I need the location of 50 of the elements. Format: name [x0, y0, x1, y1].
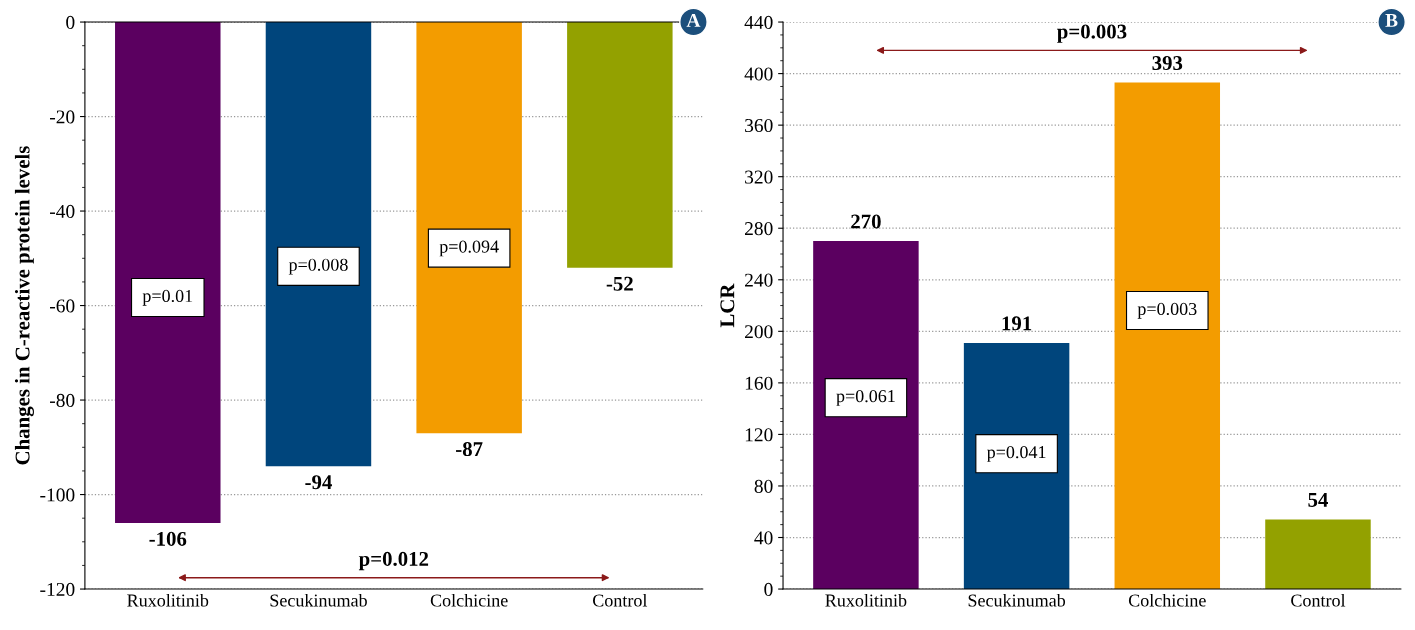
- x-tick-label: Control: [1291, 593, 1346, 607]
- y-tick-label: -20: [49, 110, 75, 124]
- annotation: p=0.01: [142, 289, 193, 306]
- x-tick-label: Colchicine: [1128, 593, 1206, 607]
- y-tick-label: 400: [744, 67, 773, 81]
- y-tick-label: 0: [764, 582, 773, 596]
- y-tick-label: -80: [49, 393, 75, 407]
- data-label: -52: [606, 276, 633, 291]
- annotation: p=0.003: [1057, 24, 1127, 43]
- x-tick-label: Secukinumab: [270, 593, 367, 607]
- annotation: B: [1385, 13, 1398, 27]
- y-tick-label: 0: [66, 15, 75, 29]
- annotation: p=0.008: [288, 258, 348, 275]
- data-label: 191: [1002, 316, 1032, 331]
- y-tick-label: 80: [754, 479, 773, 493]
- data-label: 54: [1308, 492, 1328, 507]
- annotation: p=0.061: [836, 390, 895, 406]
- y-tick-label: 120: [745, 428, 773, 442]
- y-tick-label: 280: [745, 222, 773, 236]
- y-tick-label: 440: [744, 15, 773, 29]
- x-tick-label: Ruxolitinib: [127, 593, 209, 607]
- y-tick-label: -40: [49, 204, 75, 218]
- y-axis-title: LCR: [720, 283, 735, 328]
- annotation: p=0.003: [1137, 302, 1197, 319]
- y-tick-label: 200: [745, 325, 773, 339]
- y-tick-label: 40: [754, 531, 773, 545]
- annotation: p=0.012: [358, 551, 429, 571]
- bar: [1114, 82, 1221, 590]
- bar: [1265, 519, 1371, 590]
- y-tick-label: 240: [745, 273, 773, 287]
- y-tick-label: 360: [745, 118, 773, 133]
- x-tick-label: Colchicine: [430, 593, 508, 607]
- x-tick-label: Secukinumab: [968, 593, 1066, 607]
- data-label: -106: [149, 531, 187, 546]
- data-label: 270: [851, 214, 881, 229]
- x-tick-label: Control: [593, 593, 648, 607]
- annotation: A: [686, 13, 701, 27]
- data-label: 393: [1152, 56, 1183, 71]
- annotation: p=0.094: [439, 240, 499, 257]
- data-label: -87: [456, 442, 483, 457]
- y-tick-label: 160: [745, 376, 773, 390]
- x-tick-label: Ruxolitinib: [825, 593, 907, 607]
- y-tick-label: -100: [40, 488, 75, 502]
- bar: [813, 241, 919, 590]
- y-axis-title: Changes in C-reactive protein levels: [14, 146, 34, 465]
- annotation: p=0.041: [986, 446, 1046, 462]
- y-tick-label: -120: [40, 582, 75, 596]
- y-tick-label: 320: [745, 170, 773, 184]
- y-tick-label: -60: [49, 299, 75, 313]
- data-label: -94: [305, 475, 332, 490]
